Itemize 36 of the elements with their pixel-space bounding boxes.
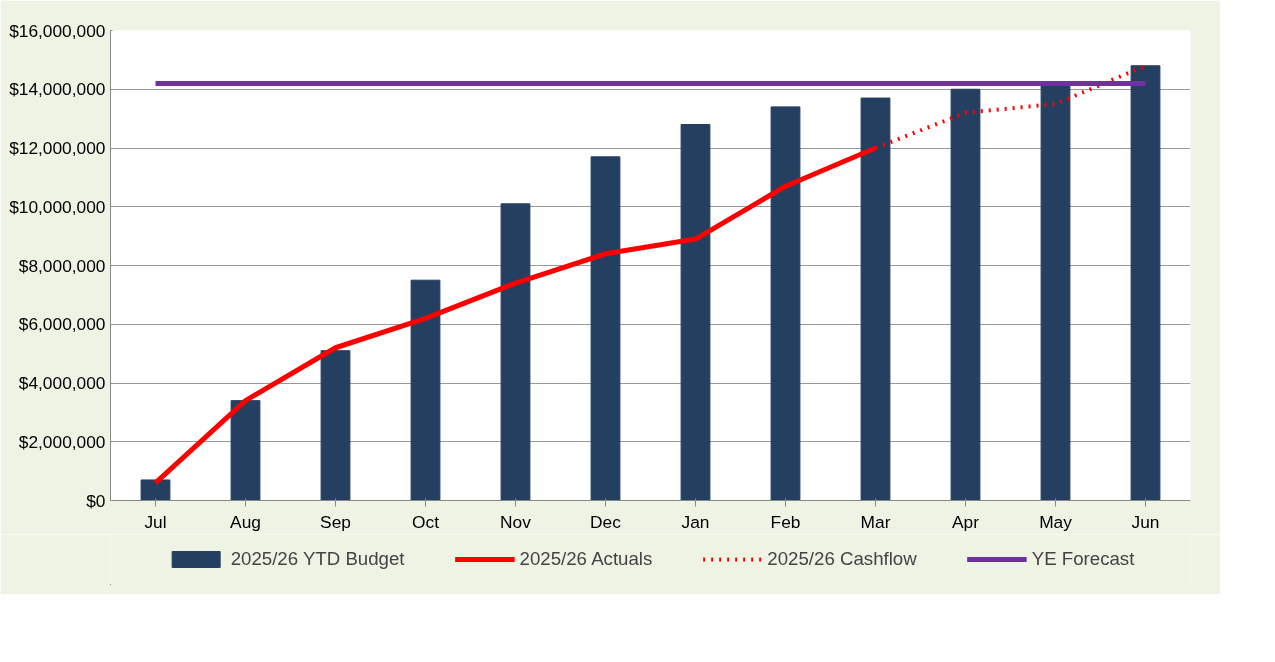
bar (680, 124, 711, 501)
legend-label: 2025/26 YTD Budget (230, 548, 405, 570)
x-tick-label: Nov (500, 511, 532, 532)
bar (860, 97, 891, 501)
x-tick-label: Aug (230, 511, 261, 532)
y-tick-label: $10,000,000 (9, 196, 106, 217)
y-tick-label: $12,000,000 (9, 138, 106, 158)
bar (590, 156, 621, 501)
x-tick-label: Mar (860, 511, 891, 532)
x-tick-label: Apr (952, 511, 980, 532)
bar (1130, 65, 1161, 501)
bar (770, 106, 801, 501)
bar (140, 479, 171, 501)
bar (230, 400, 261, 501)
y-tick-label: $2,000,000 (18, 431, 106, 452)
legend-label: 2025/26 Actuals (519, 548, 653, 570)
x-tick-label: May (1039, 511, 1073, 532)
y-tick-label: $16,000,000 (9, 20, 106, 41)
y-tick-label: $4,000,000 (18, 373, 106, 393)
x-tick-label: Dec (590, 511, 622, 532)
y-tick-label: $14,000,000 (9, 79, 106, 100)
x-tick-label: Oct (412, 511, 440, 532)
bar (950, 88, 981, 501)
y-tick-label: $0 (86, 490, 106, 511)
y-tick-label: $8,000,000 (18, 255, 106, 276)
legend-label: YE Forecast (1031, 548, 1135, 570)
x-tick-label: Jun (1131, 511, 1160, 532)
x-tick-label: Jul (144, 511, 167, 532)
x-tick-label: Feb (770, 511, 801, 532)
x-tick-label: Jan (681, 511, 710, 532)
bar (410, 279, 441, 501)
x-tick-label: Sep (320, 511, 351, 532)
y-tick-label: $6,000,000 (18, 314, 106, 335)
bar (320, 350, 351, 501)
bar (500, 203, 531, 501)
legend-label: 2025/26 Cashflow (767, 548, 917, 570)
